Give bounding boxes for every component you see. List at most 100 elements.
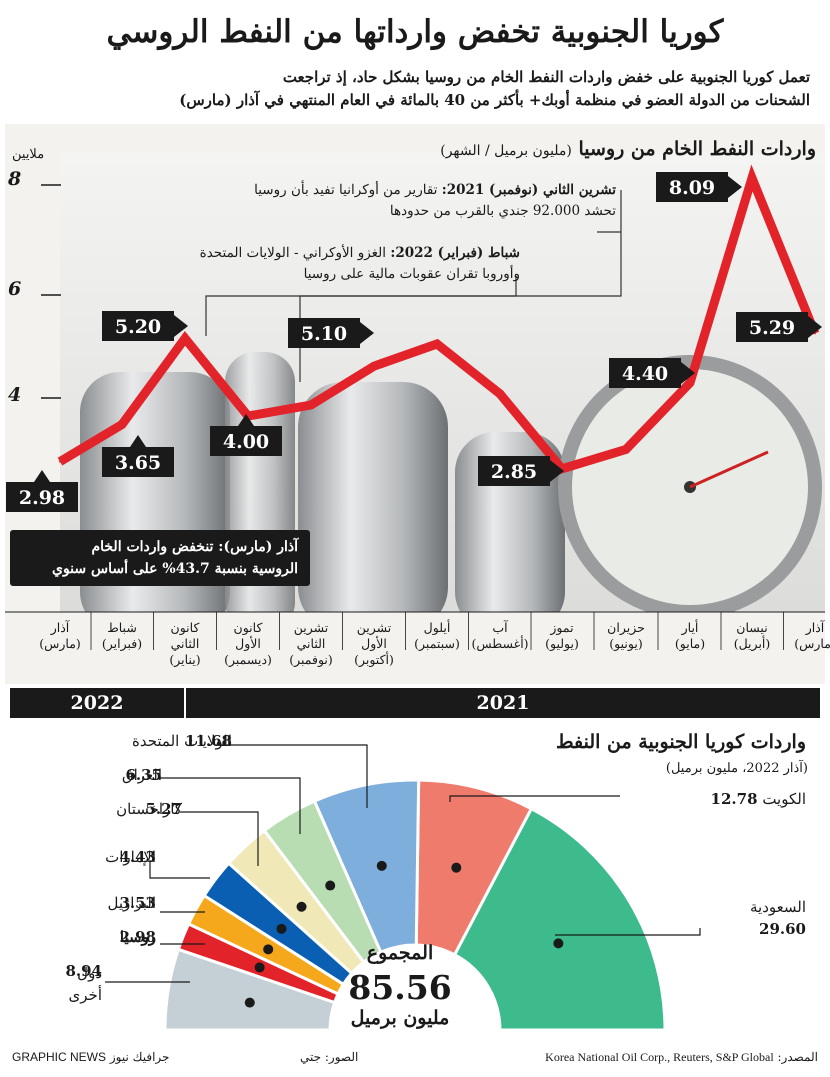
pie-slice-marker-1 (451, 862, 462, 873)
label-iraq-name: العراق (121, 766, 162, 784)
x-tick-label-11: شباط (فبراير) (90, 620, 154, 652)
pie-slice-marker-4 (296, 901, 307, 912)
y-tick-8: 8 (8, 168, 22, 190)
pie-total: المجموع 85.56 مليون برميل (330, 942, 470, 1029)
x-tick-label-2-line-1: (مايو) (674, 636, 706, 651)
pie-slice-marker-7 (254, 962, 265, 973)
x-tick-label-9-line-2: (ديسمبر) (224, 652, 272, 667)
pie-chart-svg (105, 744, 701, 1032)
svg-text:4.00: 4.00 (223, 431, 269, 453)
x-tick-label-10-line-0: كانون (170, 620, 200, 635)
march-callout: آذار (مارس): تنخفض واردات الخام الروسية … (10, 530, 310, 586)
subtitle-line-2: الشحنات من الدولة العضو في منظمة أوبك+ ب… (179, 91, 810, 109)
annotation-november-text1: تقارير من أوكرانيا تفيد بأن روسيا (254, 182, 442, 198)
svg-text:2.85: 2.85 (491, 461, 537, 483)
x-tick-label-7-line-0: تشرين (356, 620, 392, 635)
label-russia: 2.98 روسيا (22, 928, 156, 946)
label-usa-value: 11.68 (185, 732, 232, 750)
label-kazakhstan: 5.27 كازاخستان (22, 800, 182, 818)
x-tick-label-8-line-0: تشرين (293, 620, 329, 635)
value-label-2: 4.40 (609, 358, 695, 388)
svg-text:8.09: 8.09 (669, 177, 715, 199)
x-tick-label-5-line-0: آب (492, 620, 508, 635)
year-bar-2021: 2021 (186, 688, 820, 718)
x-tick-label-3-line-0: حزيران (607, 620, 645, 635)
callout-line-1: آذار (مارس): تنخفض واردات الخام (91, 539, 298, 555)
x-tick-label-8-line-1: الثاني (296, 636, 326, 651)
svg-text:5.20: 5.20 (115, 316, 161, 338)
x-tick-label-12: آذار (مارس) (28, 620, 92, 652)
x-tick-label-6-line-1: (سبتمبر) (414, 636, 460, 651)
data-point-3 (625, 448, 627, 451)
x-tick-label-8: تشرين الثاني (نوفمبر) (279, 620, 343, 668)
page-title: كوريا الجنوبية تخفض وارداتها من النفط ال… (106, 14, 724, 50)
subtitle-line-1: تعمل كوريا الجنوبية على خفض واردات النفط… (282, 68, 810, 86)
pie-leader-4 (180, 811, 259, 866)
data-point-0 (814, 332, 816, 335)
photo-text: جتي (300, 1050, 322, 1064)
svg-text:2.98: 2.98 (19, 487, 65, 509)
pie-slice-0 (452, 806, 667, 1032)
brand-credit: GRAPHIC NEWS جرافيك نيوز (12, 1050, 169, 1064)
x-tick-label-10-line-1: الثاني (170, 636, 200, 651)
x-tick-label-5: آب (أغسطس) (468, 620, 532, 652)
line-chart-unit: (مليون برميل / الشهر) (440, 143, 572, 159)
x-tick-label-0-line-0: آذار (805, 620, 825, 635)
x-tick-label-12-line-1: (مارس) (39, 636, 81, 651)
label-kazakhstan-value: 5.27 (145, 800, 182, 818)
x-tick-label-8-line-2: (نوفمبر) (289, 652, 333, 667)
x-tick-label-0: آذار(مارس) (783, 620, 830, 652)
x-tick-label-9-line-0: كانون (233, 620, 263, 635)
pie-total-unit: مليون برميل (350, 1007, 450, 1029)
x-tick-label-2: أيار (مايو) (658, 620, 722, 652)
x-tick-label-6: أيلول (سبتمبر) (405, 620, 469, 652)
data-point-12 (59, 460, 61, 463)
data-point-7 (373, 365, 375, 368)
data-point-10 (184, 337, 186, 340)
pie-leader-2 (215, 744, 368, 808)
data-point-2 (689, 381, 691, 384)
data-point-11 (121, 423, 123, 426)
value-label-11: 3.65 (102, 435, 174, 477)
value-label-4: 2.85 (478, 456, 564, 486)
source-text: Korea National Oil Corp., Reuters, S&P G… (545, 1050, 774, 1064)
line-chart-title-text: واردات النفط الخام من روسيا (578, 138, 816, 160)
y-tick-6: 6 (8, 278, 22, 300)
line-chart-title: واردات النفط الخام من روسيا (مليون برميل… (440, 138, 816, 160)
pie-slice-marker-2 (376, 860, 387, 871)
data-point-5 (499, 392, 501, 395)
pie-chart-subtitle: (آذار 2022، مليون برميل) (665, 761, 808, 776)
label-saudi: السعودية 29.60 (686, 896, 806, 940)
annotation-february-text2: وأوروبا تقران عقوبات مالية على روسيا (303, 266, 520, 282)
label-others-name-2: أخرى (68, 986, 102, 1004)
label-saudi-value: 29.60 (759, 920, 806, 938)
value-label-8: 4.00 (210, 414, 282, 456)
svg-text:4.40: 4.40 (622, 363, 668, 385)
pie-slice-marker-5 (276, 923, 287, 934)
data-point-6 (436, 342, 438, 345)
photo-label: الصور: (324, 1050, 359, 1064)
pie-slice-8 (163, 947, 337, 1032)
label-usa: 11.68 الولايات المتحدة (22, 732, 232, 750)
label-saudi-name: السعودية (749, 898, 806, 916)
label-others-name-1: دول (77, 964, 102, 982)
label-iraq: 6.35 العراق (22, 766, 162, 784)
pie-leader-5 (149, 860, 210, 879)
label-others: 8.94 دول أخرى (22, 962, 102, 1004)
x-tick-label-11-line-1: (فبراير) (101, 636, 143, 651)
callout-line-2: الروسية بنسبة 43.7% على أساس سنوي (51, 561, 298, 577)
data-point-8 (310, 404, 312, 406)
pie-leader-1 (449, 795, 620, 802)
pie-slice-marker-0 (553, 938, 564, 949)
value-label-6: 5.10 (288, 318, 374, 348)
label-russia-value: 2.98 (119, 928, 156, 946)
label-brazil: 3.53 البرازيل (22, 894, 157, 912)
value-label-1: 8.09 (656, 172, 742, 202)
x-tick-label-7-line-2: (أكتوبر) (354, 652, 394, 667)
x-tick-label-12-line-0: آذار (50, 620, 70, 635)
svg-text:3.65: 3.65 (115, 452, 161, 474)
x-tick-label-10: كانون الثاني (يناير) (153, 620, 217, 668)
leader-february (205, 276, 517, 336)
y-tick-4: 4 (8, 384, 22, 406)
annotation-february-head: شباط (فبراير) 2022: (390, 245, 520, 261)
